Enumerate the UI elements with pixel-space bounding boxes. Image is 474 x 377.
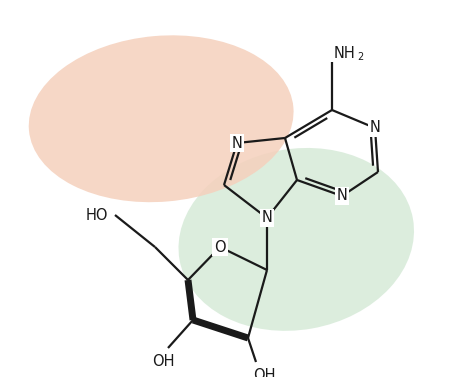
Text: N: N (262, 210, 273, 225)
Text: HO: HO (86, 207, 108, 222)
Text: O: O (214, 239, 226, 254)
Ellipse shape (179, 148, 414, 331)
Text: NH: NH (334, 46, 356, 61)
Text: N: N (370, 121, 381, 135)
Text: OH: OH (152, 354, 174, 369)
Text: OH: OH (253, 368, 275, 377)
Text: 2: 2 (357, 52, 363, 62)
Text: N: N (232, 135, 242, 150)
Text: N: N (337, 188, 347, 204)
Ellipse shape (29, 35, 293, 202)
